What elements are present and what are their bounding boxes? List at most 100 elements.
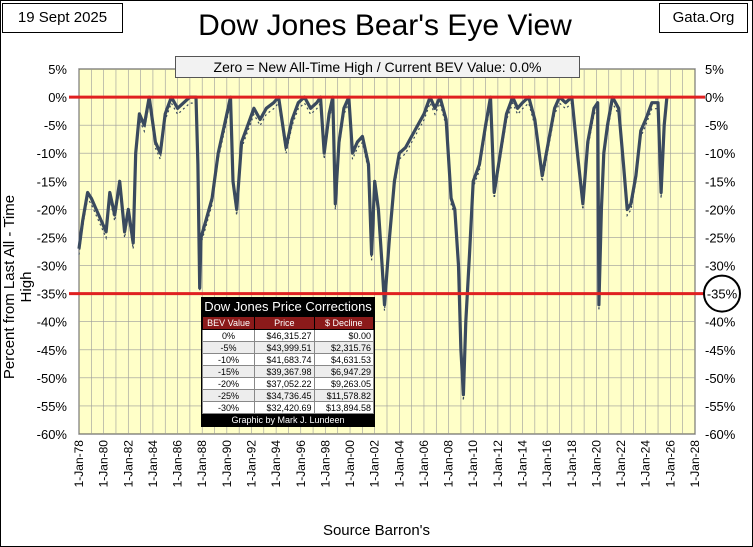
x-tick-label: 1-Jan-16 [540,440,554,488]
source-label: Gata.Org [659,3,748,33]
table-cell: $13,894.58 [313,401,375,414]
table-cell: $9,263.05 [313,377,375,390]
y-tick-labels-right: 5% 0% -5% -10% -15% -20% -25% -30% -40% -45% -50% -… [705,62,736,442]
highlight-circle [703,274,741,313]
y-tick-label: -35% [37,287,68,302]
table-cell: $39,367.98 [254,365,315,378]
x-tick-label: 1-Jan-06 [417,440,431,488]
y-tick-label: -40% [37,315,68,330]
x-tick-label: 1-Jan-84 [146,440,160,488]
y-tick-label: -15% [37,174,68,189]
table-cell: $41,683.74 [254,353,315,366]
table-cell: $43,999.51 [254,341,315,354]
y-tick-label: -20% [37,202,68,217]
x-tick-label: 1-Jan-10 [466,440,480,488]
y-tick-label: -20% [705,202,736,217]
table-cell: -20% [201,377,256,390]
y-tick-label: -25% [37,230,68,245]
y-tick-label: -30% [37,259,68,274]
table-row: -15% $39,367.98 $6,947.29 [201,365,375,378]
table-cell: -25% [201,389,256,402]
table-title: Dow Jones Price Corrections [202,298,374,316]
chart-title: Dow Jones Bear's Eye View [198,9,572,42]
y-tick-labels-left: 5% 0% -5% -10% -15% -20% -25% -30% -35% -40% -45% -… [37,62,68,442]
y-tick-label: -5% [44,118,68,133]
table-cell: $6,947.29 [313,365,375,378]
table-row: -10% $41,683.74 $4,631.53 [201,353,375,366]
y-tick-label: -60% [37,427,68,442]
y-tick-label: -25% [705,230,736,245]
table-cell: $46,315.27 [254,329,315,342]
highlight-label: -35% [707,287,738,302]
x-axis-label: Source Barron's [322,522,431,539]
corrections-table: Dow Jones Price Corrections BEV Value Pr… [201,297,375,427]
x-tick-label: 1-Jan-00 [343,440,357,488]
highlight-marker: -35% [703,274,741,313]
table-cell: $34,736.45 [254,389,315,402]
table-cell: -5% [201,341,256,354]
x-tick-label: 1-Jan-18 [565,440,579,488]
y-tick-label: -10% [37,146,68,161]
x-tick-label: 1-Jan-02 [368,440,382,488]
x-tick-labels: 1-Jan-78 1-Jan-80 1-Jan-82 1-Jan-84 1-Jan-86… [72,440,702,488]
table-header: $ Decline [313,316,375,330]
y-tick-label: -15% [705,174,736,189]
table-row: -5% $43,999.51 $2,315.76 [201,341,375,354]
date-label: 19 Sept 2025 [2,3,123,33]
table-cell: -15% [201,365,256,378]
x-tick-label: 1-Jan-86 [171,440,185,488]
series-group [77,95,669,401]
y-tick-label: -55% [705,399,736,414]
table-footer: Graphic by Mark J. Lundeen [202,414,374,426]
table-cell: $4,631.53 [313,353,375,366]
table-cell: $0.00 [313,329,375,342]
x-tick-label: 1-Jan-90 [220,440,234,488]
y-tick-label: -50% [705,371,736,386]
x-tick-label: 1-Jan-80 [97,440,111,488]
x-tick-label: 1-Jan-20 [589,440,603,488]
x-tick-label: 1-Jan-88 [195,440,209,488]
table-cell: $37,052.22 [254,377,315,390]
x-tick-label: 1-Jan-28 [688,440,702,488]
y-tick-label: 0% [705,90,724,105]
y-tick-label: -60% [705,427,736,442]
x-tick-label: 1-Jan-26 [663,440,677,488]
table-cell: $32,420.69 [254,401,315,414]
table-header: Price [254,316,315,330]
x-tick-label: 1-Jan-94 [269,440,283,488]
y-tick-label: 5% [705,62,724,77]
table-row: -30% $32,420.69 $13,894.58 [201,401,375,414]
y-tick-label: -45% [37,343,68,358]
x-tick-label: 1-Jan-12 [491,440,505,488]
y-tick-label: -10% [705,146,736,161]
x-tick-label: 1-Jan-24 [639,440,653,488]
x-tick-label: 1-Jan-22 [614,440,628,488]
x-tick-label: 1-Jan-96 [294,440,308,488]
x-tick-label: 1-Jan-14 [516,440,530,488]
y-tick-label: 0% [48,90,67,105]
y-tick-label: -5% [705,118,729,133]
table-cell: $11,578.82 [313,389,375,402]
y-tick-label: -55% [37,399,68,414]
y-tick-label: -50% [37,371,68,386]
table-grid: BEV Value Price $ Decline 0% $46,315.27 … [201,316,375,414]
x-tick-label: 1-Jan-08 [442,440,456,488]
y-tick-label: 5% [48,62,67,77]
reference-lines [69,95,705,296]
table-row: -20% $37,052.22 $9,263.05 [201,377,375,390]
chart-subtitle: Zero = New All-Time High / Current BEV V… [175,56,580,78]
table-row: -25% $34,736.45 $11,578.82 [201,389,375,402]
y-tick-label: -30% [705,259,736,274]
x-tick-label: 1-Jan-82 [121,440,135,488]
y-axis-label: Percent from Last All - Time High [1,194,35,380]
table-row: 0% $46,315.27 $0.00 [201,329,375,342]
table-cell: -30% [201,401,256,414]
table-header: BEV Value [201,316,256,330]
series-line-0 [77,95,669,397]
y-tick-label: -40% [705,315,736,330]
table-cell: -10% [201,353,256,366]
x-tick-label: 1-Jan-92 [244,440,258,488]
y-tick-label: -45% [705,343,736,358]
table-cell: $2,315.76 [313,341,375,354]
